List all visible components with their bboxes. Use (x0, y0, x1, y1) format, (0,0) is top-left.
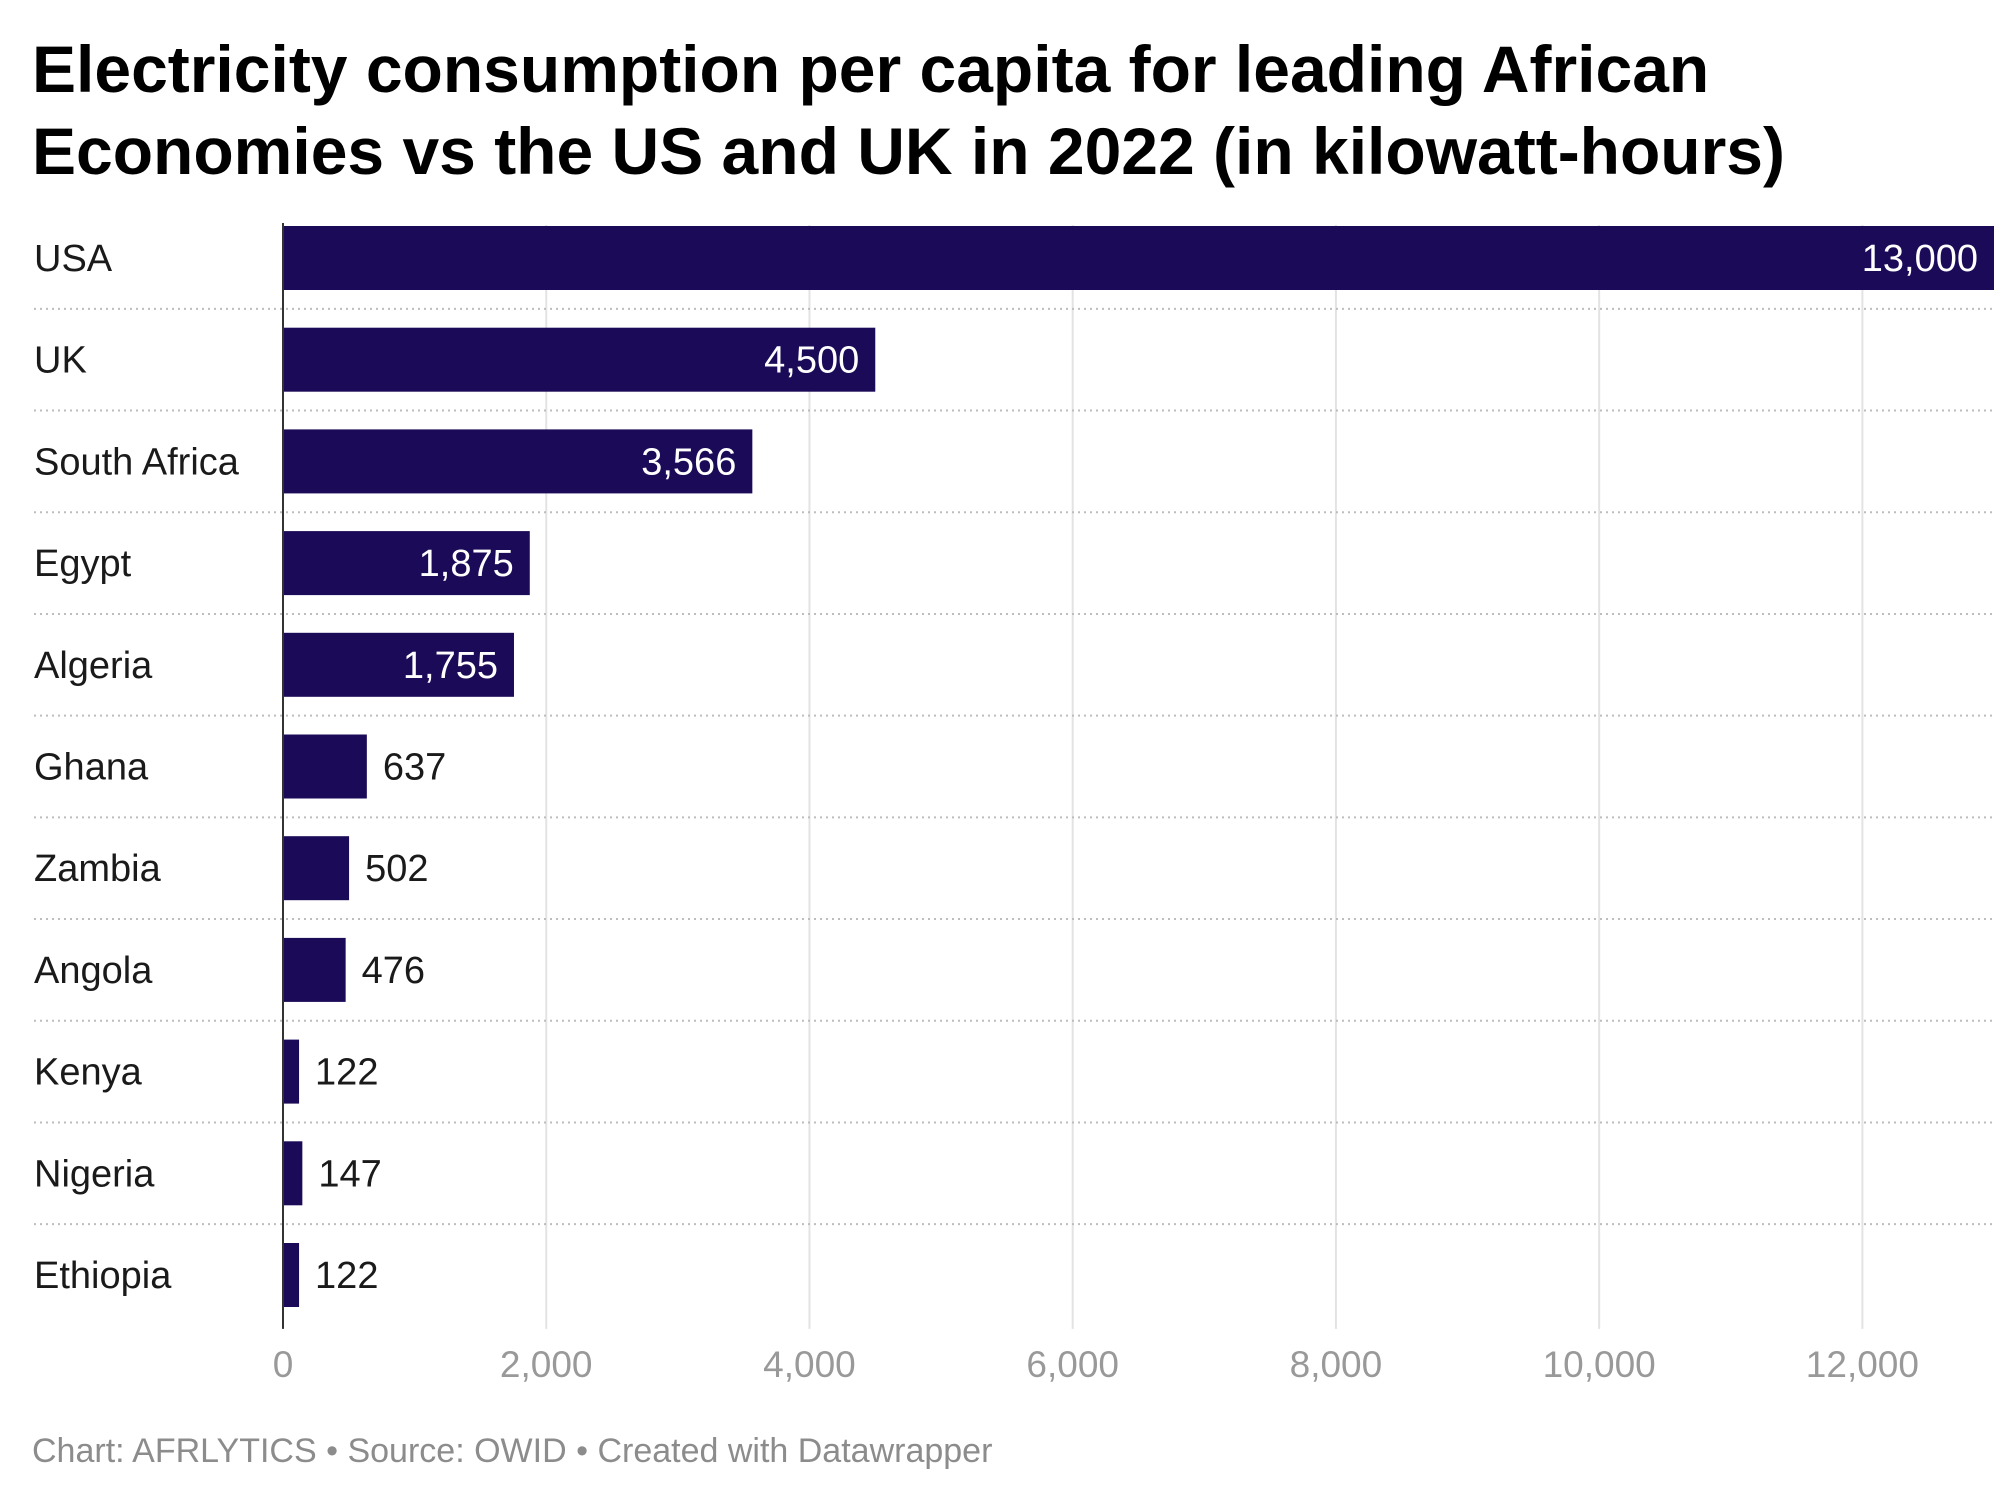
x-tick-label: 12,000 (1806, 1344, 1919, 1385)
bar (283, 632, 514, 697)
value-label: 476 (362, 950, 425, 992)
x-tick-label: 4,000 (763, 1344, 856, 1385)
footer-separator: • (316, 1432, 348, 1470)
footer-source: Source: OWID (347, 1432, 567, 1470)
chart-footer: Chart: AFRLYTICS • Source: OWID • Create… (32, 1432, 992, 1471)
bar (283, 734, 367, 799)
bar (283, 531, 530, 596)
bar (283, 226, 1994, 290)
category-label: Kenya (34, 1052, 143, 1094)
footer-separator: • (566, 1432, 598, 1470)
footer-created-with: Created with Datawrapper (597, 1432, 993, 1470)
bar (283, 1039, 300, 1104)
bar (283, 327, 876, 392)
value-label: 3,566 (641, 441, 736, 483)
x-tick-label: 10,000 (1543, 1344, 1656, 1385)
category-label: USA (34, 238, 113, 280)
category-label: Algeria (34, 645, 153, 687)
x-tick-label: 6,000 (1026, 1344, 1119, 1385)
value-label: 1,755 (403, 645, 498, 687)
value-labels: 13,000 4,500 3,566 1,875 1,755 637 502 476 122 14… (315, 238, 1978, 1297)
row-separators (34, 307, 1994, 1226)
value-label: 637 (383, 747, 446, 789)
category-label: South Africa (34, 441, 240, 483)
x-tick-label: 8,000 (1290, 1344, 1383, 1385)
value-label: 13,000 (1862, 238, 1978, 280)
x-axis-ticks: 0 2,000 4,000 6,000 8,000 10,000 12,000 (273, 1344, 1919, 1385)
x-tick-label: 0 (273, 1344, 294, 1385)
bar (283, 937, 346, 1002)
value-label: 147 (318, 1153, 381, 1195)
bar (283, 836, 350, 901)
category-label: Zambia (34, 848, 162, 890)
chart-title: Electricity consumption per capita for l… (32, 32, 1785, 188)
value-label: 502 (365, 848, 428, 890)
category-label: Ethiopia (34, 1255, 172, 1297)
value-label: 122 (315, 1052, 378, 1094)
bar (283, 1243, 300, 1307)
value-label: 122 (315, 1255, 378, 1297)
category-label: Nigeria (34, 1153, 155, 1195)
bar (283, 429, 753, 494)
category-label: Egypt (34, 543, 132, 585)
value-label: 1,875 (419, 543, 514, 585)
footer-chart-credit: Chart: AFRLYTICS (32, 1432, 317, 1470)
category-label: UK (34, 340, 87, 382)
category-label: Angola (34, 950, 153, 992)
bar (283, 1141, 303, 1206)
bars (283, 226, 1994, 1307)
x-tick-label: 2,000 (500, 1344, 593, 1385)
gridlines (545, 225, 1864, 1329)
category-label: Ghana (34, 747, 149, 789)
category-labels: USA UK South Africa Egypt Algeria Ghana Zambia… (34, 238, 240, 1297)
value-label: 4,500 (764, 340, 859, 382)
